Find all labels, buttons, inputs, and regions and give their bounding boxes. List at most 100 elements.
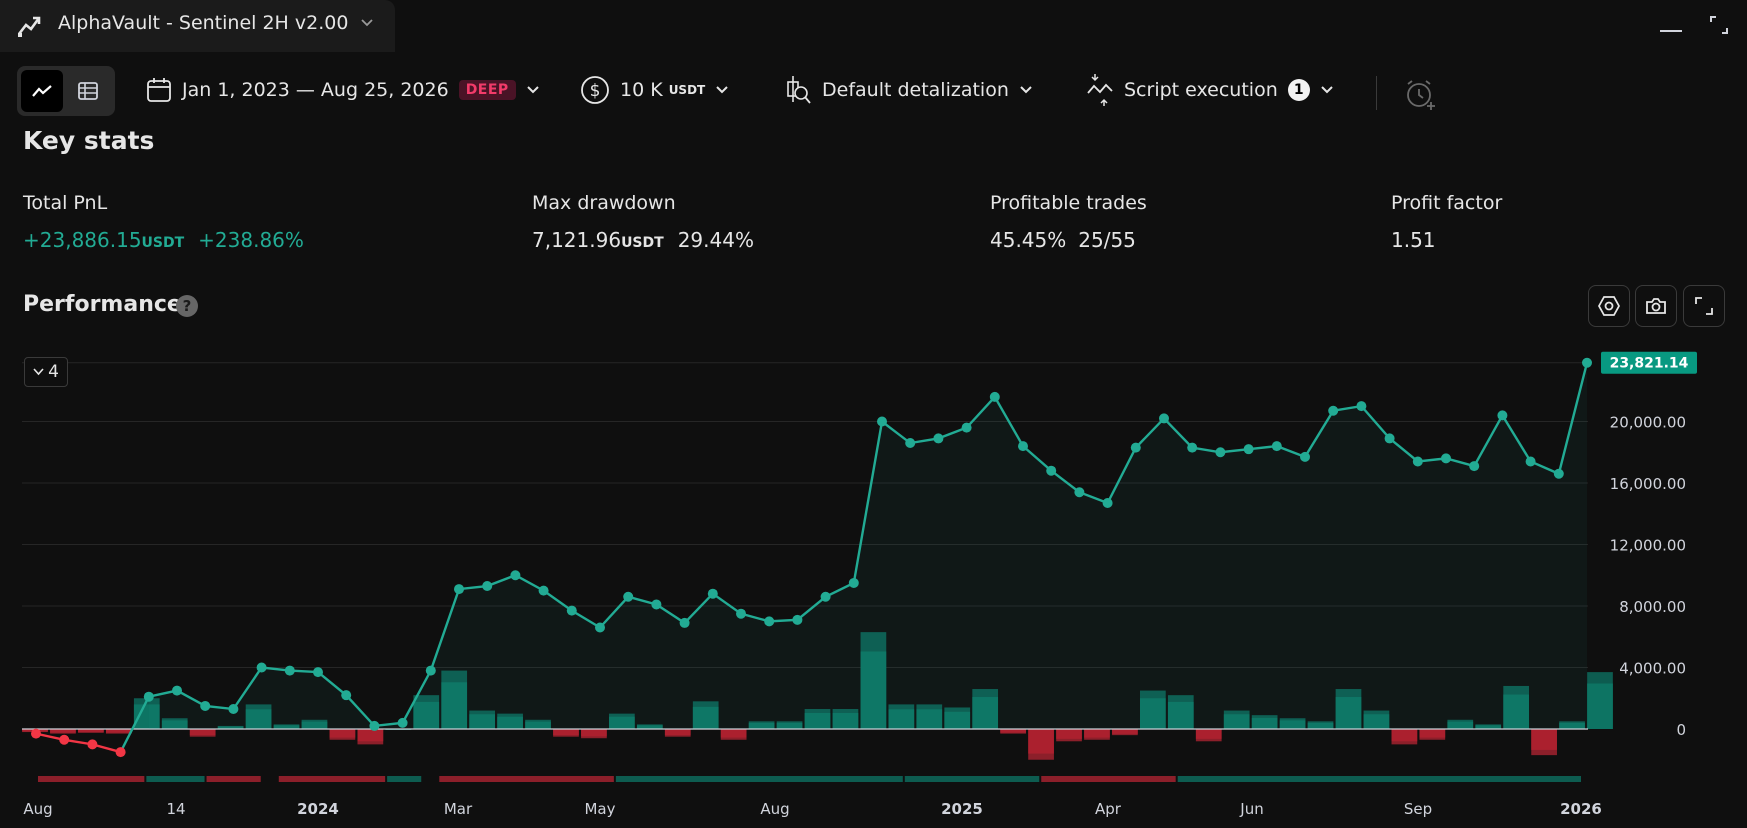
script-execution-selector[interactable]: Script execution 1 bbox=[1086, 70, 1334, 110]
deep-badge: DEEP bbox=[458, 80, 516, 100]
chart-settings-button[interactable] bbox=[1588, 285, 1630, 327]
maximize-icon[interactable] bbox=[1710, 16, 1728, 34]
y-tick-label: 20,000.00 bbox=[1610, 414, 1686, 432]
initial-capital-selector[interactable]: $ 10 K USDT bbox=[580, 70, 729, 110]
capital-unit: USDT bbox=[668, 83, 706, 97]
pnl-bar-inner bbox=[664, 729, 691, 736]
last-value-badge bbox=[1601, 351, 1697, 374]
equity-point bbox=[651, 599, 662, 610]
detalization-selector[interactable]: Default detalization bbox=[784, 70, 1033, 110]
help-icon[interactable]: ? bbox=[176, 295, 198, 317]
chevron-down-icon bbox=[716, 86, 728, 94]
equity-point bbox=[425, 665, 436, 676]
chevron-down-icon bbox=[1321, 86, 1333, 94]
pnl-bar-inner bbox=[413, 701, 440, 729]
total-pnl-value: +23,886.15 bbox=[23, 228, 142, 252]
pnl-bar-inner bbox=[553, 729, 579, 736]
trade-band bbox=[278, 776, 386, 782]
trade-band bbox=[38, 776, 145, 782]
pnl-bar-inner bbox=[860, 651, 887, 729]
window-title-area[interactable]: AlphaVault - Sentinel 2H v2.00 bbox=[0, 0, 395, 52]
equity-point bbox=[284, 665, 295, 676]
trade-band bbox=[439, 776, 614, 782]
window-title: AlphaVault - Sentinel 2H v2.00 bbox=[58, 12, 349, 34]
alarm-clock-plus-icon[interactable] bbox=[1404, 78, 1438, 112]
pnl-bar-inner bbox=[1112, 729, 1138, 734]
title-bar: AlphaVault - Sentinel 2H v2.00 bbox=[0, 0, 1747, 52]
chart-view-button[interactable] bbox=[21, 70, 63, 112]
stat-value: 7,121.96USDT 29.44% bbox=[532, 228, 754, 252]
pnl-bar-inner bbox=[273, 725, 300, 729]
total-pnl-unit: USDT bbox=[141, 235, 185, 251]
equity-point bbox=[820, 591, 831, 602]
equity-point bbox=[1102, 497, 1113, 508]
equity-point bbox=[341, 690, 352, 701]
pnl-bar-inner bbox=[78, 729, 104, 733]
equity-point bbox=[87, 739, 98, 750]
pnl-bar-inner bbox=[1587, 683, 1613, 729]
pnl-bar-inner bbox=[1475, 725, 1502, 729]
x-tick-label: 2024 bbox=[297, 800, 339, 818]
date-range-selector[interactable]: Jan 1, 2023 — Aug 25, 2026 DEEP bbox=[146, 70, 540, 110]
chevron-down-icon bbox=[1020, 86, 1032, 94]
equity-point bbox=[1074, 487, 1085, 498]
equity-point bbox=[228, 704, 239, 715]
equity-point bbox=[1187, 442, 1198, 453]
x-tick-label: 2026 bbox=[1560, 800, 1602, 818]
chevron-down-icon[interactable] bbox=[360, 18, 374, 28]
pnl-bar-inner bbox=[1223, 714, 1250, 729]
equity-point bbox=[1271, 441, 1282, 452]
script-execution-count-badge: 1 bbox=[1287, 79, 1310, 101]
dollar-circle-icon: $ bbox=[581, 76, 609, 104]
minimize-icon[interactable] bbox=[1660, 30, 1682, 32]
detalization-label: Default detalization bbox=[822, 79, 1009, 101]
equity-point bbox=[1356, 401, 1367, 412]
pnl-bar-inner bbox=[832, 713, 859, 729]
pnl-bar-inner bbox=[972, 697, 999, 729]
pnl-bar-inner bbox=[1307, 722, 1334, 729]
equity-point bbox=[397, 717, 408, 728]
pnl-bar-inner bbox=[1391, 729, 1418, 742]
pnl-bar-inner bbox=[1167, 701, 1194, 729]
stat-value: +23,886.15USDT +238.86% bbox=[23, 228, 304, 252]
equity-point bbox=[115, 747, 126, 758]
equity-point bbox=[31, 728, 41, 739]
performance-title: Performance bbox=[23, 292, 182, 317]
pnl-bar-inner bbox=[944, 711, 971, 729]
pnl-bar-inner bbox=[636, 725, 663, 729]
equity-point bbox=[848, 577, 859, 588]
table-view-button[interactable] bbox=[67, 70, 109, 112]
y-tick-label: 4,000.00 bbox=[1619, 660, 1686, 678]
calendar-icon bbox=[147, 78, 171, 102]
pnl-bar-inner bbox=[1419, 729, 1446, 738]
chart-app-icon bbox=[17, 16, 41, 37]
equity-point bbox=[1215, 447, 1226, 458]
pnl-bar-inner bbox=[1363, 714, 1390, 729]
equity-point bbox=[538, 585, 549, 596]
fullscreen-button[interactable] bbox=[1683, 285, 1725, 327]
performance-chart[interactable]: 0 4,000.00 8,000.00 12,000.00 16,000.00 20,00… bbox=[0, 340, 1747, 828]
x-tick-label: Apr bbox=[1095, 800, 1122, 818]
equity-point bbox=[989, 391, 1000, 402]
capital-value: 10 K bbox=[620, 79, 663, 101]
x-tick-label: Jun bbox=[1239, 800, 1263, 818]
x-tick-label: Aug bbox=[23, 800, 52, 818]
toolbar: Jan 1, 2023 — Aug 25, 2026 DEEP $ 10 K U… bbox=[0, 58, 1747, 126]
last-value-label: 23,821.14 bbox=[1610, 356, 1689, 372]
key-stats-title: Key stats bbox=[23, 126, 155, 155]
toolbar-divider bbox=[1376, 76, 1377, 110]
equity-point bbox=[933, 433, 944, 444]
pnl-bar-inner bbox=[1056, 729, 1082, 739]
collapse-indicator-button[interactable]: 4 bbox=[24, 357, 68, 387]
table-icon bbox=[78, 82, 98, 100]
chevron-down-icon bbox=[526, 86, 539, 94]
equity-point bbox=[172, 685, 182, 696]
pnl-bar-inner bbox=[1251, 717, 1278, 729]
screenshot-button[interactable] bbox=[1635, 285, 1677, 327]
chevron-down-icon bbox=[33, 368, 44, 376]
pnl-bar-inner bbox=[50, 729, 76, 733]
equity-point bbox=[313, 667, 323, 678]
script-execution-label: Script execution bbox=[1124, 79, 1278, 101]
stat-label: Max drawdown bbox=[532, 192, 676, 214]
equity-point bbox=[679, 617, 690, 628]
